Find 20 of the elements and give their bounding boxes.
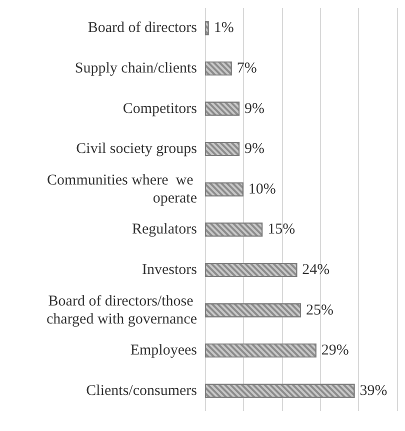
y-tick-label: Supply chain/clients xyxy=(74,60,198,76)
y-tick-label: Civil society groups xyxy=(76,141,198,158)
data-label: 7% xyxy=(236,60,257,76)
y-tick-label: Investors xyxy=(142,262,198,278)
data-label: 15% xyxy=(268,222,296,238)
data-label: 10% xyxy=(248,181,276,198)
y-tick-label: Competitors xyxy=(122,100,198,117)
data-label: 25% xyxy=(306,302,334,318)
y-tick-label: Clients/consumers xyxy=(86,382,198,399)
data-label: 24% xyxy=(302,262,330,278)
data-label: 1% xyxy=(214,20,234,36)
y-tick-label: Regulators xyxy=(132,222,198,238)
data-label: 29% xyxy=(321,342,349,359)
y-tick-label: Board of directors/those charged with governance xyxy=(46,293,198,328)
data-label: 39% xyxy=(360,382,388,399)
y-tick-label: Employees xyxy=(130,342,198,359)
data-label: 9% xyxy=(244,141,265,158)
data-label: 9% xyxy=(244,100,265,117)
y-tick-label: Board of directors xyxy=(88,20,198,36)
y-tick-label: Communities where we operate xyxy=(47,172,198,206)
